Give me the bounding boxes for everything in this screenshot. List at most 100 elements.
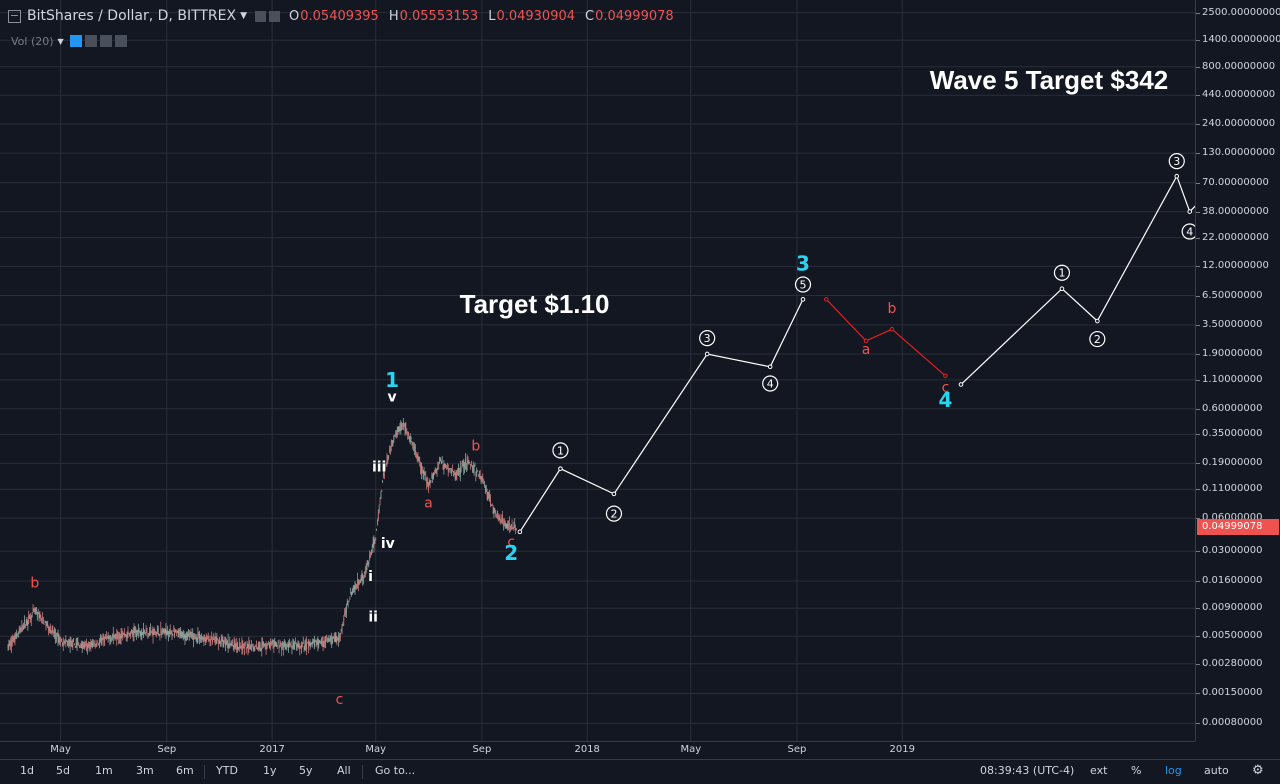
circled-wave-marker[interactable] [1089, 330, 1106, 348]
projection-path-wave-5[interactable] [960, 117, 1195, 385]
gear-icon[interactable] [84, 35, 97, 47]
wave-label[interactable]: c [942, 380, 950, 396]
range-button-3m[interactable]: 3m [136, 764, 154, 777]
candle-body [346, 603, 348, 605]
circled-wave-number: 1 [557, 444, 564, 457]
range-button-5y[interactable]: 5y [299, 764, 313, 777]
candle-body [142, 632, 144, 634]
settings-icon[interactable] [255, 10, 267, 22]
target-annotation[interactable]: Target $1.10 [460, 289, 610, 319]
scale-toggle-log[interactable]: log [1165, 764, 1182, 777]
projection-path-wave-3[interactable] [519, 299, 804, 533]
wave-label[interactable]: a [424, 496, 433, 512]
circled-wave-marker[interactable] [552, 442, 569, 459]
range-button-all[interactable]: All [337, 764, 351, 777]
candle-body [121, 633, 123, 638]
candle-body [218, 640, 220, 645]
candle-body [172, 634, 174, 636]
chart-plot-area[interactable]: 12345123451viiiiviiiabc2bc3abc45Target $… [0, 0, 1195, 741]
candle-body [311, 642, 313, 644]
price-chart[interactable]: 12345123451viiiiviiiabc2bc3abc45Target $… [0, 0, 1195, 741]
price-tick [1196, 153, 1200, 155]
candle-body [151, 629, 153, 631]
circled-wave-marker[interactable] [605, 505, 623, 522]
candle-body [433, 472, 434, 478]
range-button-5d[interactable]: 5d [56, 764, 70, 777]
volume-study-legend[interactable]: Vol (20) ▼ [11, 34, 130, 48]
range-button-1m[interactable]: 1m [95, 764, 113, 777]
circled-wave-marker[interactable] [1168, 152, 1185, 170]
candle-body [141, 632, 143, 636]
symbol-title[interactable]: BitShares / Dollar, D, BITTREX [27, 8, 237, 24]
price-tick-label: 0.11000000 [1202, 483, 1263, 495]
gear-icon[interactable]: ⚙ [1252, 763, 1264, 778]
candle-body [193, 636, 194, 641]
wave-label[interactable]: 4 [938, 388, 952, 412]
candle-body [166, 630, 168, 634]
price-tick-label: 440.00000000 [1202, 89, 1276, 101]
range-button-6m[interactable]: 6m [176, 764, 194, 777]
wave-label[interactable]: iv [381, 536, 395, 552]
circled-wave-marker[interactable] [699, 330, 716, 347]
wave-label[interactable]: b [887, 301, 896, 317]
wave-label[interactable]: 2 [504, 541, 518, 565]
wave-label[interactable]: b [30, 575, 39, 591]
candle-body [17, 634, 18, 636]
goto-button[interactable]: Go to... [375, 764, 416, 777]
candle-body [291, 648, 293, 650]
candle-body [93, 643, 95, 645]
candle-body [403, 424, 405, 426]
candle-body [188, 633, 189, 635]
wave-label[interactable]: a [862, 342, 871, 358]
candle-body [298, 643, 300, 649]
close-icon[interactable] [114, 35, 127, 47]
price-tick [1196, 580, 1200, 582]
candle-body [513, 525, 515, 531]
wave-label[interactable]: c [507, 535, 515, 551]
target-annotation[interactable]: Wave 5 Target $342 [930, 65, 1168, 95]
circled-wave-marker[interactable] [794, 276, 812, 293]
price-tick-label: 2500.00000000 [1202, 6, 1280, 18]
candle-body [254, 648, 256, 649]
wave-label[interactable]: b [471, 438, 480, 454]
circled-wave-marker[interactable] [1181, 223, 1195, 240]
candle-body [176, 631, 178, 633]
collapse-icon[interactable] [8, 9, 21, 23]
wave-label[interactable]: i [368, 569, 373, 585]
wave-label[interactable]: 3 [796, 252, 810, 276]
candle-body [275, 642, 276, 647]
candle-body [327, 639, 329, 643]
wave-label[interactable]: v [388, 389, 397, 405]
candle-body [213, 638, 215, 640]
candle-body [122, 633, 124, 636]
candle-body [509, 525, 511, 528]
plus-icon[interactable] [99, 35, 112, 47]
candle-body [473, 466, 475, 472]
scale-toggle-auto[interactable]: auto [1204, 764, 1229, 777]
scale-toggle-percent[interactable]: % [1131, 764, 1142, 777]
candle-body [299, 643, 301, 650]
circled-wave-marker[interactable] [762, 375, 779, 392]
candle-body [61, 645, 63, 647]
chevron-down-icon[interactable]: ▼ [57, 36, 64, 46]
time-axis[interactable]: May Sep 2017 May Sep 2018 May Sep 2019 [0, 741, 1195, 760]
wave-label[interactable]: c [336, 692, 344, 708]
wave-label[interactable]: ii [368, 610, 378, 626]
candle-body [69, 639, 71, 647]
wave-label[interactable]: iii [372, 460, 386, 476]
scale-toggle-ext[interactable]: ext [1090, 764, 1108, 777]
correction-path-wave-4[interactable] [825, 298, 946, 377]
candle-body [337, 639, 339, 641]
range-button-ytd[interactable]: YTD [216, 764, 238, 777]
candle-body [313, 640, 314, 642]
wave-label[interactable]: 1 [385, 368, 399, 392]
circled-wave-marker[interactable] [1053, 264, 1071, 281]
range-button-1y[interactable]: 1y [263, 764, 277, 777]
clock[interactable]: 08:39:43 (UTC-4) [980, 764, 1075, 777]
eye-icon[interactable] [69, 35, 82, 47]
candle-body [423, 470, 425, 474]
price-axis[interactable]: 2500.00000000 1400.00000000 800.00000000 44… [1195, 0, 1280, 741]
chevron-down-icon[interactable]: ▼ [240, 11, 248, 21]
hide-icon[interactable] [269, 10, 281, 22]
range-button-1d[interactable]: 1d [20, 764, 34, 777]
